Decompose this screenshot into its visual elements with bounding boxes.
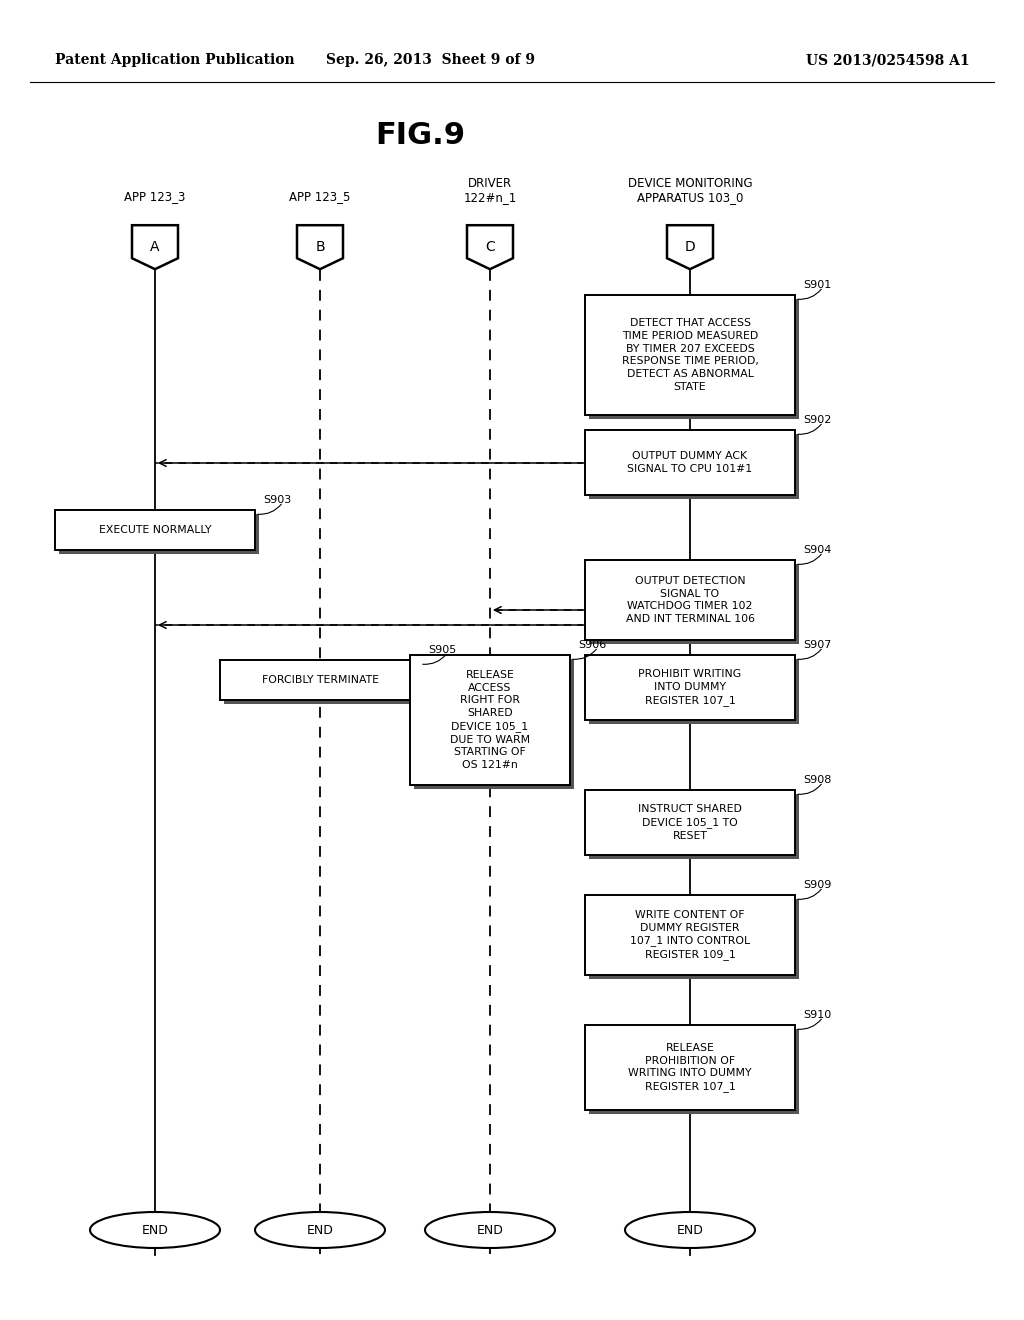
FancyArrowPatch shape: [798, 289, 821, 300]
Text: Patent Application Publication: Patent Application Publication: [55, 53, 295, 67]
Text: END: END: [141, 1224, 168, 1237]
Text: 122#n_1: 122#n_1: [464, 191, 517, 205]
FancyArrowPatch shape: [798, 554, 821, 565]
Text: APP 123_3: APP 123_3: [124, 190, 185, 203]
FancyArrowPatch shape: [798, 649, 821, 660]
Text: S905: S905: [428, 645, 457, 655]
FancyBboxPatch shape: [414, 659, 574, 789]
FancyBboxPatch shape: [589, 434, 799, 499]
FancyArrowPatch shape: [798, 1019, 821, 1030]
FancyBboxPatch shape: [589, 564, 799, 644]
Text: S903: S903: [263, 495, 291, 506]
FancyBboxPatch shape: [589, 659, 799, 723]
Text: APPARATUS 103_0: APPARATUS 103_0: [637, 191, 743, 205]
FancyArrowPatch shape: [798, 890, 821, 899]
Text: DETECT THAT ACCESS
TIME PERIOD MEASURED
BY TIMER 207 EXCEEDS
RESPONSE TIME PERIO: DETECT THAT ACCESS TIME PERIOD MEASURED …: [622, 318, 759, 392]
FancyBboxPatch shape: [585, 294, 795, 414]
FancyBboxPatch shape: [589, 300, 799, 418]
FancyBboxPatch shape: [589, 795, 799, 859]
FancyBboxPatch shape: [589, 899, 799, 979]
FancyBboxPatch shape: [55, 510, 255, 550]
FancyBboxPatch shape: [585, 655, 795, 719]
FancyArrowPatch shape: [798, 784, 821, 795]
Text: DRIVER: DRIVER: [468, 177, 512, 190]
Text: S901: S901: [803, 280, 831, 290]
Text: RELEASE
PROHIBITION OF
WRITING INTO DUMMY
REGISTER 107_1: RELEASE PROHIBITION OF WRITING INTO DUMM…: [629, 1043, 752, 1092]
Text: END: END: [476, 1224, 504, 1237]
Text: S909: S909: [803, 880, 831, 890]
Text: INSTRUCT SHARED
DEVICE 105_1 TO
RESET: INSTRUCT SHARED DEVICE 105_1 TO RESET: [638, 804, 742, 841]
Text: END: END: [677, 1224, 703, 1237]
Text: S902: S902: [803, 414, 831, 425]
Text: S904: S904: [803, 545, 831, 554]
FancyBboxPatch shape: [220, 660, 420, 700]
Text: EXECUTE NORMALLY: EXECUTE NORMALLY: [98, 525, 211, 535]
Text: APP 123_5: APP 123_5: [290, 190, 350, 203]
Text: S908: S908: [803, 775, 831, 785]
Text: S906: S906: [578, 640, 606, 649]
Text: FIG.9: FIG.9: [375, 120, 465, 149]
Text: A: A: [151, 240, 160, 253]
FancyBboxPatch shape: [59, 513, 259, 554]
Text: PROHIBIT WRITING
INTO DUMMY
REGISTER 107_1: PROHIBIT WRITING INTO DUMMY REGISTER 107…: [638, 669, 741, 706]
FancyBboxPatch shape: [585, 560, 795, 640]
FancyBboxPatch shape: [224, 664, 424, 704]
Text: RELEASE
ACCESS
RIGHT FOR
SHARED
DEVICE 105_1
DUE TO WARM
STARTING OF
OS 121#n: RELEASE ACCESS RIGHT FOR SHARED DEVICE 1…: [450, 669, 530, 771]
Text: FORCIBLY TERMINATE: FORCIBLY TERMINATE: [261, 675, 379, 685]
FancyArrowPatch shape: [572, 649, 596, 660]
Ellipse shape: [90, 1212, 220, 1247]
FancyBboxPatch shape: [585, 1026, 795, 1110]
Ellipse shape: [425, 1212, 555, 1247]
FancyBboxPatch shape: [585, 895, 795, 975]
FancyArrowPatch shape: [798, 424, 821, 434]
Text: Sep. 26, 2013  Sheet 9 of 9: Sep. 26, 2013 Sheet 9 of 9: [326, 53, 535, 67]
FancyArrowPatch shape: [258, 504, 282, 515]
FancyBboxPatch shape: [585, 430, 795, 495]
FancyBboxPatch shape: [585, 789, 795, 855]
Text: US 2013/0254598 A1: US 2013/0254598 A1: [806, 53, 970, 67]
FancyBboxPatch shape: [589, 1030, 799, 1114]
FancyArrowPatch shape: [423, 655, 446, 664]
Text: S907: S907: [803, 640, 831, 649]
Text: OUTPUT DUMMY ACK
SIGNAL TO CPU 101#1: OUTPUT DUMMY ACK SIGNAL TO CPU 101#1: [628, 451, 753, 474]
Text: DEVICE MONITORING: DEVICE MONITORING: [628, 177, 753, 190]
Text: C: C: [485, 240, 495, 253]
Text: OUTPUT DETECTION
SIGNAL TO
WATCHDOG TIMER 102
AND INT TERMINAL 106: OUTPUT DETECTION SIGNAL TO WATCHDOG TIME…: [626, 576, 755, 624]
Text: WRITE CONTENT OF
DUMMY REGISTER
107_1 INTO CONTROL
REGISTER 109_1: WRITE CONTENT OF DUMMY REGISTER 107_1 IN…: [630, 909, 750, 960]
Text: D: D: [685, 240, 695, 253]
Text: S910: S910: [803, 1010, 831, 1020]
Ellipse shape: [625, 1212, 755, 1247]
Ellipse shape: [255, 1212, 385, 1247]
Text: END: END: [306, 1224, 334, 1237]
FancyBboxPatch shape: [410, 655, 570, 785]
Text: B: B: [315, 240, 325, 253]
